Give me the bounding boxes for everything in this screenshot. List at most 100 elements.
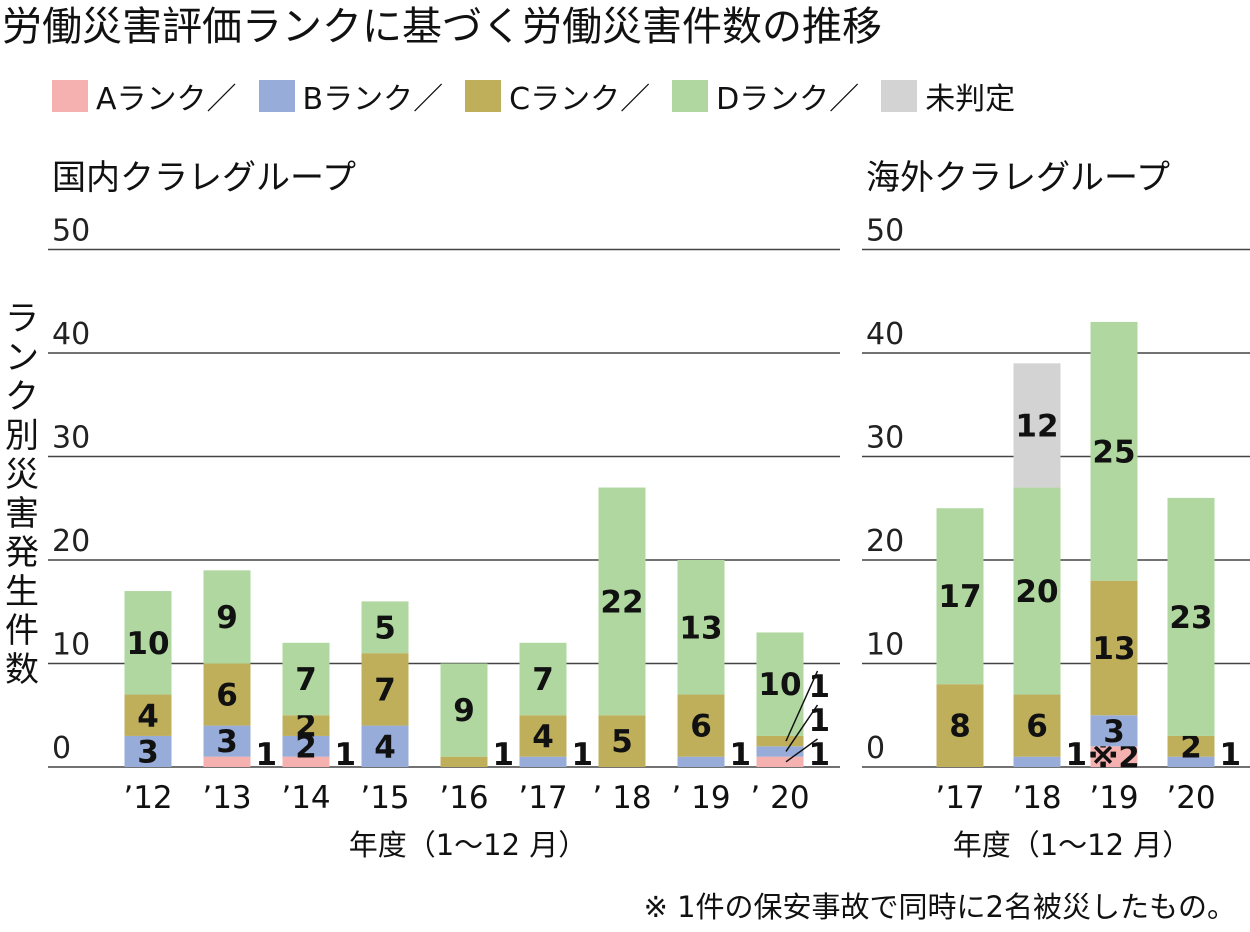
domestic-bar-value-label: 6 [690, 709, 712, 745]
domestic-bar-segment [282, 715, 330, 736]
legend-item-undetermined: 未判定 [881, 74, 1015, 118]
domestic-bar-segment [203, 570, 251, 664]
domestic-bar-value-label: 10 [758, 667, 801, 703]
overseas-bar-value-label: 2 [1180, 729, 1202, 765]
overseas-y-tick-label: 50 [866, 214, 904, 249]
domestic-bar-segment [361, 725, 409, 767]
legend-swatch-undetermined [881, 80, 918, 112]
domestic-bar-segment [124, 591, 172, 695]
domestic-bar-segment [282, 756, 330, 767]
domestic-y-tick-label: 50 [52, 214, 90, 249]
domestic-bar-segment [361, 653, 409, 726]
domestic-bar-value-label: 4 [532, 719, 554, 755]
domestic-panel-title: 国内クラレグループ [52, 158, 356, 198]
domestic-x-tick-label: ’13 [202, 780, 251, 816]
overseas-bar-value-label: 8 [949, 709, 971, 745]
domestic-bar-segment [282, 642, 330, 716]
overseas-bar-value-label: 13 [1092, 631, 1135, 667]
overseas-bar-segment [1013, 756, 1061, 767]
overseas-bar-segment [1167, 756, 1215, 767]
legend: Aランク／ Bランク／ Cランク／ Dランク／ 未判定 [52, 74, 1015, 118]
overseas-bar-segment [1090, 321, 1138, 581]
overseas-y-tick-label: 0 [866, 731, 885, 766]
overseas-bar-value-label: 20 [1015, 574, 1058, 610]
domestic-bar-value-label: 7 [295, 662, 317, 698]
domestic-bar-segment [598, 487, 646, 716]
domestic-y-tick-label: 0 [52, 731, 71, 766]
domestic-bar-value-label: 1 [730, 737, 752, 773]
overseas-bar-segment [1090, 715, 1138, 747]
legend-item-d: Dランク／ [672, 74, 859, 118]
domestic-x-axis-title: 年度（1～12 月） [349, 828, 588, 862]
domestic-bar-segment [756, 735, 804, 747]
overseas-x-tick-label: ’20 [1166, 780, 1215, 816]
domestic-bar-value-label: 6 [216, 678, 238, 714]
domestic-bar-value-label: 4 [374, 729, 396, 765]
domestic-bar-segment [124, 735, 172, 767]
domestic-bar-segment [519, 756, 567, 767]
domestic-x-tick-label: ’17 [518, 780, 567, 816]
domestic-bar-segment [282, 735, 330, 757]
domestic-bar-value-label: 22 [600, 584, 643, 620]
domestic-bar-segment [756, 746, 804, 757]
domestic-bar-segment [677, 560, 725, 695]
domestic-bar-value-label: 5 [611, 724, 633, 760]
domestic-bar-segment [756, 756, 804, 767]
overseas-x-axis-title: 年度（1～12 月） [953, 828, 1192, 862]
domestic-x-tick-label: ’ 19 [671, 780, 730, 816]
domestic-bar-segment [361, 601, 409, 654]
legend-swatch-d [672, 80, 709, 112]
domestic-bar-segment [519, 642, 567, 716]
domestic-bar-segment [440, 756, 488, 767]
overseas-y-tick-label: 30 [866, 421, 904, 456]
overseas-bar-segment [1013, 487, 1061, 695]
overseas-bar-segment [1167, 497, 1215, 736]
domestic-bar-segment [598, 715, 646, 767]
domestic-bar-value-label: 2 [295, 709, 317, 745]
chart-title: 労働災害評価ランクに基づく労働災害件数の推移 [2, 4, 882, 50]
domestic-leader-line [785, 738, 818, 763]
domestic-y-tick-label: 20 [52, 524, 90, 559]
domestic-leader-line [785, 704, 819, 752]
domestic-bar-value-label: 1 [256, 737, 278, 773]
domestic-bar-segment [124, 694, 172, 736]
legend-item-c: Cランク／ [465, 74, 650, 118]
domestic-bar-segment [519, 715, 567, 757]
overseas-x-tick-label: ’18 [1012, 780, 1061, 816]
overseas-bar-segment [1167, 735, 1215, 757]
overseas-bar-segment [936, 508, 984, 685]
legend-swatch-a [52, 80, 88, 112]
domestic-x-tick-label: ’12 [123, 780, 172, 816]
domestic-x-tick-label: ’ 18 [592, 780, 651, 816]
domestic-bar-value-label: 1 [809, 703, 831, 739]
legend-label-b: Bランク／ [302, 82, 444, 117]
domestic-bar-value-label: 1 [335, 737, 357, 773]
domestic-bar-value-label: 5 [374, 610, 396, 646]
overseas-bar-value-label: 12 [1015, 408, 1058, 444]
domestic-bar-segment [677, 694, 725, 757]
legend-swatch-b [258, 80, 295, 112]
legend-label-c: Cランク／ [509, 82, 651, 117]
domestic-bar-segment [203, 756, 251, 767]
overseas-bar-value-label: 25 [1092, 434, 1135, 470]
overseas-bar-segment [1013, 363, 1061, 488]
domestic-bar-value-label: 3 [137, 734, 159, 770]
overseas-y-tick-label: 20 [866, 524, 904, 559]
domestic-bar-value-label: 3 [216, 724, 238, 760]
domestic-bar-segment [677, 756, 725, 767]
overseas-x-tick-label: ’17 [935, 780, 984, 816]
overseas-bar-value-label: 3 [1103, 714, 1125, 750]
domestic-bar-value-label: 7 [374, 672, 396, 708]
overseas-bar-value-label: 6 [1026, 709, 1048, 745]
domestic-bar-value-label: 1 [809, 737, 831, 773]
domestic-bar-segment [203, 663, 251, 726]
domestic-bar-value-label: 10 [126, 626, 169, 662]
domestic-bar-value-label: 13 [679, 610, 722, 646]
domestic-x-tick-label: ’16 [439, 780, 488, 816]
domestic-x-tick-label: ’14 [281, 780, 330, 816]
legend-label-undetermined: 未判定 [925, 82, 1016, 117]
legend-swatch-c [465, 80, 502, 112]
domestic-bar-value-label: 9 [453, 693, 475, 729]
domestic-y-tick-label: 10 [52, 628, 90, 663]
